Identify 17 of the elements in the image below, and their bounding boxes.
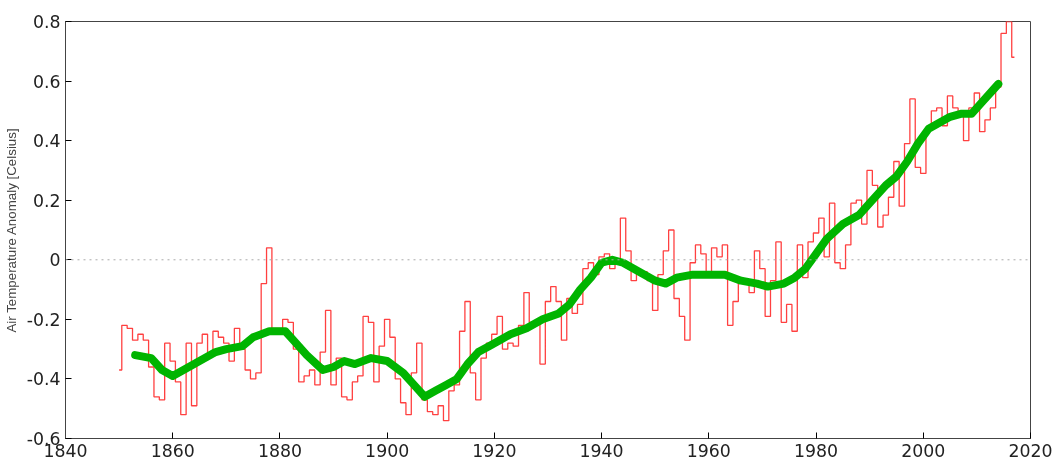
x-tick-label: 2020: [1008, 440, 1053, 459]
y-tick-label: 0: [49, 250, 61, 271]
y-tick-label: 0.4: [32, 131, 61, 152]
y-tick-label: 0.6: [32, 71, 61, 92]
x-tick-label: 1980: [794, 440, 839, 459]
y-tick-label: -0.4: [26, 369, 61, 390]
x-tick-label: 1880: [257, 440, 302, 459]
x-tick-label: 1960: [686, 440, 731, 459]
x-tick-label: 1860: [150, 440, 195, 459]
y-tick-label: 0.8: [32, 12, 61, 32]
x-tick-label: 1900: [365, 440, 410, 459]
x-tick-label: 1920: [472, 440, 517, 459]
y-tick-label: -0.2: [26, 309, 61, 330]
x-tick-label: 1940: [579, 440, 624, 459]
y-tick-label: 0.2: [32, 190, 61, 211]
y-axis-title: Air Temperature Anomaly [Celsius]: [3, 128, 19, 333]
x-tick-label: 2000: [901, 440, 946, 459]
